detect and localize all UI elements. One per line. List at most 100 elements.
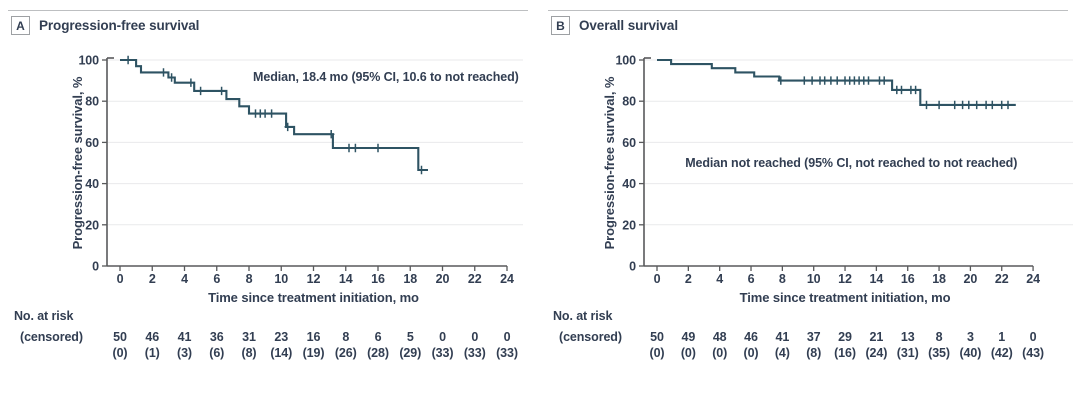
risk-table-censored-label: (censored)	[559, 330, 622, 344]
at-risk-count: 0	[471, 330, 478, 344]
at-risk-count: 31	[242, 330, 256, 344]
at-risk-count: 49	[681, 330, 695, 344]
risk-table-censored-label: (censored)	[20, 330, 83, 344]
at-risk-count: 0	[504, 330, 511, 344]
y-tick-label: 80	[622, 95, 636, 109]
x-tick-label: 14	[870, 272, 884, 286]
x-tick-label: 18	[932, 272, 946, 286]
panel-title: Progression-free survival	[39, 18, 200, 33]
at-risk-count: 5	[407, 330, 414, 344]
censor-tick	[808, 76, 816, 85]
censored-count: (43)	[1022, 346, 1044, 360]
censor-tick	[345, 143, 353, 153]
censor-tick	[881, 76, 888, 85]
panel-top-rule	[548, 10, 1068, 11]
censored-count: (29)	[399, 346, 421, 360]
censor-tick	[898, 85, 905, 95]
y-tick-label: 80	[85, 95, 99, 109]
panel-letter-badge: B	[551, 16, 570, 35]
censored-count: (8)	[806, 346, 821, 360]
panel-overall-survival: B Overall survival 0 20 40 60 80 100 0 2 4 6 8 10 12…	[540, 0, 1080, 400]
at-risk-count: 1	[998, 330, 1005, 344]
censored-count: (0)	[113, 346, 128, 360]
censor-tick	[197, 86, 204, 96]
at-risk-count: 41	[178, 330, 192, 344]
y-tick-label: 100	[615, 54, 636, 68]
panel-progression-free-survival: A Progression-free survival 0 20 40 60 80 100…	[8, 10, 528, 360]
panel-header: A Progression-free survival	[11, 16, 199, 35]
x-tick-label: 20	[964, 272, 978, 286]
censor-tick	[998, 100, 1005, 110]
x-tick-label: 24	[500, 272, 514, 286]
y-tick-label: 40	[622, 177, 636, 191]
panel-letter-badge: A	[11, 16, 30, 35]
censor-tick	[989, 100, 996, 110]
km-curve	[657, 58, 1016, 106]
censored-count: (42)	[991, 346, 1013, 360]
x-tick-label: 10	[274, 272, 288, 286]
y-tick-label: 0	[92, 260, 99, 274]
x-tick-label: 4	[716, 272, 723, 286]
y-tick-label: 20	[85, 218, 99, 232]
at-risk-count: 0	[1030, 330, 1037, 344]
at-risk-count: 37	[807, 330, 821, 344]
censored-count: (16)	[834, 346, 856, 360]
censored-count: (1)	[145, 346, 160, 360]
censor-tick	[374, 143, 382, 153]
x-tick-label: 2	[685, 272, 692, 286]
x-tick-label: 12	[838, 272, 852, 286]
risk-table-header: No. at risk	[553, 309, 612, 323]
x-tick-label: 4	[181, 272, 188, 286]
km-curve	[120, 58, 428, 172]
at-risk-count: 6	[375, 330, 382, 344]
censor-tick	[1004, 100, 1012, 110]
censor-tick	[935, 100, 943, 110]
censor-tick	[801, 76, 808, 85]
censor-tick	[834, 76, 841, 85]
censor-tick	[268, 109, 275, 118]
censored-count: (0)	[744, 346, 759, 360]
median-annotation: Median, 18.4 mo (95% CI, 10.6 to not rea…	[253, 70, 519, 84]
at-risk-count: 3	[967, 330, 974, 344]
x-tick-label: 6	[213, 272, 220, 286]
at-risk-count: 46	[744, 330, 758, 344]
x-tick-label: 10	[807, 272, 821, 286]
censor-tick	[827, 76, 835, 85]
censored-count: (0)	[712, 346, 727, 360]
y-tick-label: 20	[622, 218, 636, 232]
censored-count: (40)	[959, 346, 981, 360]
x-axis-title: Time since treatment initiation, mo	[208, 290, 419, 305]
censor-tick	[821, 76, 828, 85]
censor-tick	[777, 76, 784, 85]
y-tick-label: 40	[85, 177, 99, 191]
x-tick-label: 8	[246, 272, 253, 286]
y-tick-label: 60	[622, 136, 636, 150]
x-tick-label: 20	[436, 272, 450, 286]
x-tick-label: 12	[307, 272, 321, 286]
y-tick-label: 60	[85, 136, 99, 150]
censor-tick	[328, 130, 335, 139]
censor-tick	[951, 100, 958, 110]
at-risk-count: 8	[342, 330, 349, 344]
x-tick-label: 18	[403, 272, 417, 286]
at-risk-count: 50	[650, 330, 664, 344]
censored-count: (33)	[464, 346, 486, 360]
panel-top-rule	[8, 10, 528, 11]
censor-tick	[284, 122, 291, 132]
censor-tick	[923, 100, 930, 110]
censored-count: (3)	[177, 346, 192, 360]
at-risk-count: 36	[210, 330, 224, 344]
censored-count: (35)	[928, 346, 950, 360]
censored-count: (14)	[270, 346, 292, 360]
censored-count: (0)	[650, 346, 665, 360]
at-risk-count: 8	[936, 330, 943, 344]
x-axis-title: Time since treatment initiation, mo	[740, 290, 951, 305]
median-annotation: Median not reached (95% CI, not reached …	[685, 156, 1017, 170]
censor-tick	[352, 143, 359, 153]
censor-tick	[168, 73, 175, 82]
panel-header: B Overall survival	[551, 16, 678, 35]
censored-count: (0)	[681, 346, 696, 360]
